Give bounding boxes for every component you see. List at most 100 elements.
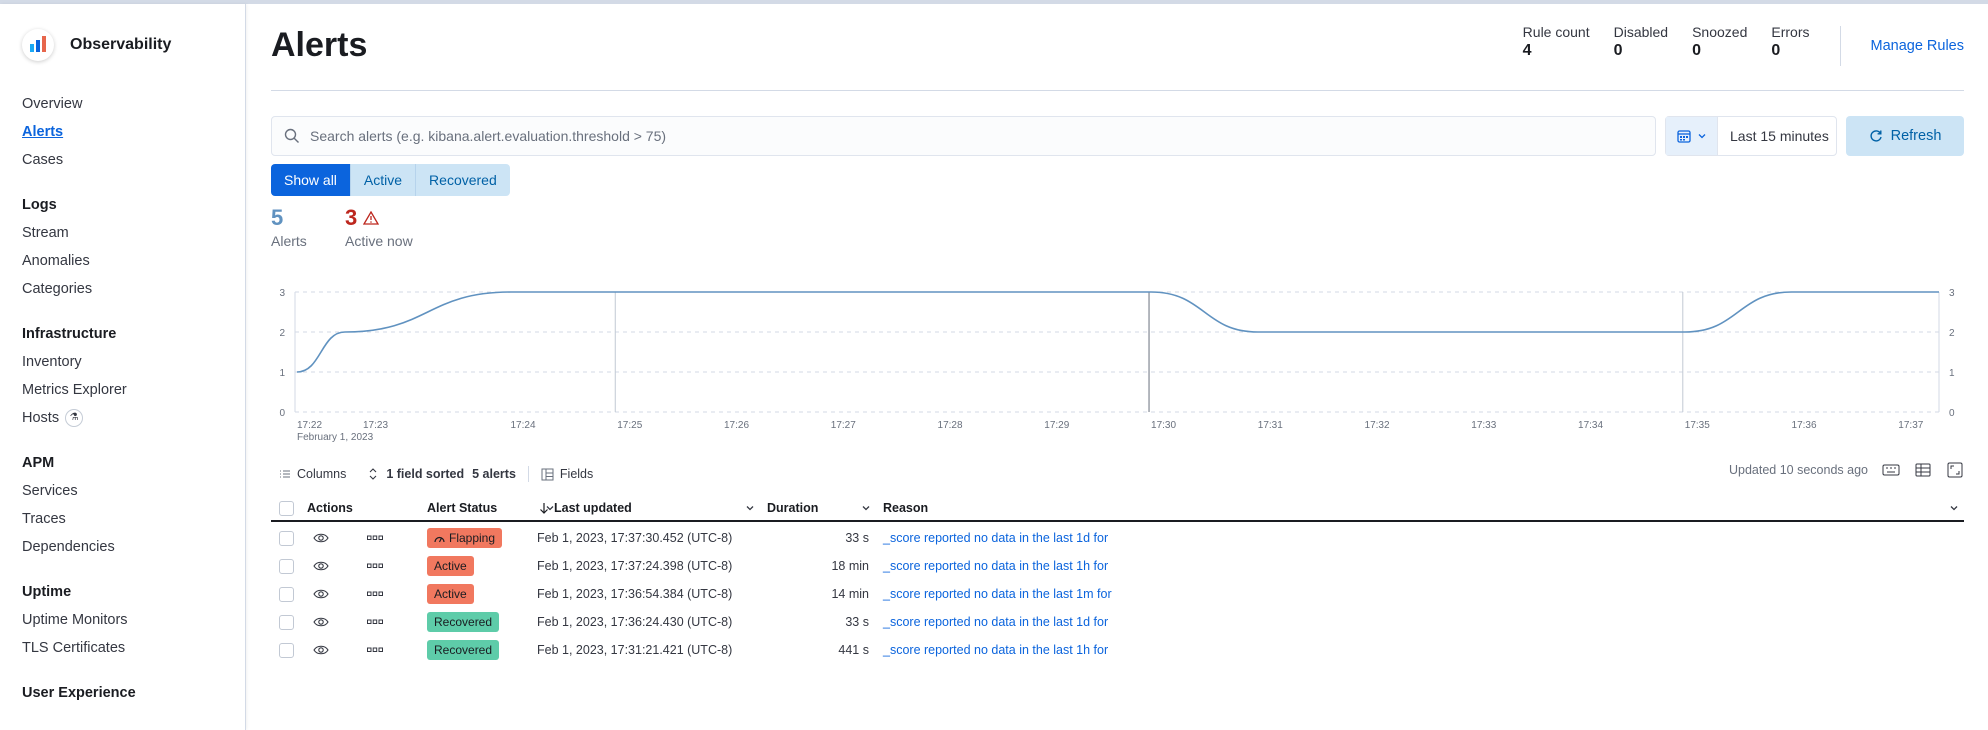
status-badge-label: Recovered bbox=[434, 615, 493, 629]
keyboard-icon[interactable] bbox=[1882, 462, 1900, 478]
more-actions-button[interactable] bbox=[367, 636, 383, 664]
select-all-checkbox[interactable] bbox=[279, 500, 294, 516]
table-row: Active Feb 1, 2023, 17:36:54.384 (UTC-8) 1… bbox=[271, 580, 1964, 608]
sidebar-item-cases[interactable]: Cases bbox=[22, 152, 64, 168]
status-badge-label: Active bbox=[434, 559, 467, 573]
status-badge: Flapping bbox=[427, 528, 503, 548]
sort-button[interactable]: 1 field sorted 5 alerts bbox=[368, 467, 516, 481]
refresh-button[interactable]: Refresh bbox=[1846, 116, 1964, 156]
sidebar-item-categories[interactable]: Categories bbox=[22, 281, 93, 297]
sidebar-item-anomalies[interactable]: Anomalies bbox=[22, 253, 90, 269]
filter-active[interactable]: Active bbox=[350, 164, 417, 196]
chart-y-tick-label-right: 2 bbox=[1949, 328, 1955, 339]
row-select-cell bbox=[279, 580, 294, 608]
chart-y-tick-label: 3 bbox=[279, 288, 285, 299]
chart-x-tick-label: 17:30 bbox=[1151, 420, 1176, 431]
duration-cell: 14 min bbox=[831, 587, 869, 601]
sidebar-item-stream[interactable]: Stream bbox=[22, 225, 69, 241]
chevron-down-icon bbox=[1950, 506, 1958, 511]
view-details-button[interactable] bbox=[313, 580, 329, 608]
brand[interactable]: Observability bbox=[22, 29, 171, 61]
reason-link[interactable]: _score reported no data in the last 1m f… bbox=[883, 587, 1112, 601]
alert-status-cell: Active bbox=[427, 580, 474, 608]
fullscreen-icon[interactable] bbox=[1946, 462, 1964, 478]
more-actions-button[interactable] bbox=[367, 608, 383, 636]
more-actions-button[interactable] bbox=[367, 552, 383, 580]
chart-x-tick-label: 17:25 bbox=[617, 420, 642, 431]
last-updated-cell: Feb 1, 2023, 17:31:21.421 (UTC-8) bbox=[537, 643, 733, 657]
beta-flask-icon: ⚗ bbox=[65, 409, 84, 428]
sidebar-item-dependencies[interactable]: Dependencies bbox=[22, 539, 115, 555]
sidebar-item-overview[interactable]: Overview bbox=[22, 96, 83, 112]
header-last-updated[interactable]: Last updated bbox=[539, 496, 755, 520]
search-input[interactable] bbox=[310, 128, 1610, 144]
more-actions-button[interactable] bbox=[367, 524, 383, 552]
date-range-label[interactable]: Last 15 minutes bbox=[1730, 128, 1829, 144]
more-actions-button[interactable] bbox=[367, 580, 383, 608]
columns-label: Columns bbox=[297, 467, 347, 481]
sidebar-item-tls-certificates[interactable]: TLS Certificates bbox=[22, 640, 126, 656]
status-filter: Show all Active Recovered bbox=[271, 164, 510, 196]
reason-link[interactable]: _score reported no data in the last 1d f… bbox=[883, 531, 1109, 545]
row-select-cell bbox=[279, 636, 294, 664]
header-reason-label: Reason bbox=[883, 501, 929, 515]
chart-x-tick-label: 17:31 bbox=[1258, 420, 1283, 431]
eye-icon bbox=[313, 533, 329, 543]
manage-rules-link[interactable]: Manage Rules bbox=[1870, 38, 1965, 54]
alerts-total-label: 5 alerts bbox=[472, 467, 516, 481]
sidebar: Observability Overview Alerts Cases Logs… bbox=[0, 4, 246, 730]
columns-button[interactable]: Columns bbox=[279, 467, 346, 481]
sidebar-section-uptime: Uptime bbox=[22, 584, 72, 600]
chart-y-tick-label-right: 3 bbox=[1949, 288, 1955, 299]
sidebar-item-metrics-explorer[interactable]: Metrics Explorer bbox=[22, 382, 127, 398]
active-count: 3 bbox=[345, 205, 358, 230]
row-checkbox[interactable] bbox=[279, 642, 294, 658]
sidebar-item-alerts[interactable]: Alerts bbox=[22, 124, 64, 140]
boxes-horizontal-icon bbox=[367, 619, 383, 624]
alert-status-cell: Flapping bbox=[427, 524, 503, 552]
fields-button[interactable]: Fields bbox=[541, 467, 593, 481]
filter-show-all[interactable]: Show all bbox=[271, 164, 351, 196]
view-details-button[interactable] bbox=[313, 524, 329, 552]
sidebar-item-hosts[interactable]: Hosts ⚗ bbox=[22, 404, 232, 432]
row-checkbox[interactable] bbox=[279, 586, 294, 602]
sidebar-section-user-experience: User Experience bbox=[22, 685, 136, 701]
sidebar-nav: Overview Alerts Cases Logs Stream Anomal… bbox=[22, 90, 232, 707]
header-alert-status[interactable]: Alert Status bbox=[427, 496, 555, 520]
stat-rule-count: Rule count 4 bbox=[1523, 24, 1590, 60]
view-details-button[interactable] bbox=[313, 552, 329, 580]
reason-link[interactable]: _score reported no data in the last 1d f… bbox=[883, 615, 1109, 629]
display-density-icon[interactable] bbox=[1914, 462, 1932, 478]
stat-value: 0 bbox=[1613, 42, 1623, 59]
reason-link[interactable]: _score reported no data in the last 1h f… bbox=[883, 643, 1109, 657]
flapping-icon bbox=[434, 536, 445, 542]
row-checkbox[interactable] bbox=[279, 558, 294, 574]
status-badge-label: Recovered bbox=[434, 643, 493, 657]
chevron-down-icon bbox=[1698, 134, 1705, 139]
brand-title: Observability bbox=[70, 36, 172, 53]
last-updated-cell: Feb 1, 2023, 17:36:54.384 (UTC-8) bbox=[537, 587, 733, 601]
sidebar-item-inventory[interactable]: Inventory bbox=[22, 354, 82, 370]
duration-cell: 18 min bbox=[831, 559, 869, 573]
sidebar-item-services[interactable]: Services bbox=[22, 483, 78, 499]
sidebar-item-traces[interactable]: Traces bbox=[22, 511, 66, 527]
status-badge: Recovered bbox=[427, 640, 500, 660]
reason-link[interactable]: _score reported no data in the last 1h f… bbox=[883, 559, 1109, 573]
status-badge: Recovered bbox=[427, 612, 500, 632]
header-reason[interactable]: Reason bbox=[883, 496, 1959, 520]
calendar-icon bbox=[1676, 130, 1691, 143]
view-details-button[interactable] bbox=[313, 608, 329, 636]
quick-select-button[interactable] bbox=[1666, 117, 1718, 155]
row-checkbox[interactable] bbox=[279, 614, 294, 630]
row-checkbox[interactable] bbox=[279, 530, 294, 546]
row-select-cell bbox=[279, 552, 294, 580]
active-summary: 3 Active now bbox=[345, 205, 413, 249]
header-duration[interactable]: Duration bbox=[767, 496, 871, 520]
filter-recovered[interactable]: Recovered bbox=[416, 164, 510, 196]
view-details-button[interactable] bbox=[313, 636, 329, 664]
row-select-cell bbox=[279, 608, 294, 636]
chart-x-tick-label: 17:28 bbox=[938, 420, 963, 431]
sidebar-item-uptime-monitors[interactable]: Uptime Monitors bbox=[22, 612, 128, 628]
boxes-horizontal-icon bbox=[367, 563, 383, 568]
row-select-cell bbox=[279, 524, 294, 552]
